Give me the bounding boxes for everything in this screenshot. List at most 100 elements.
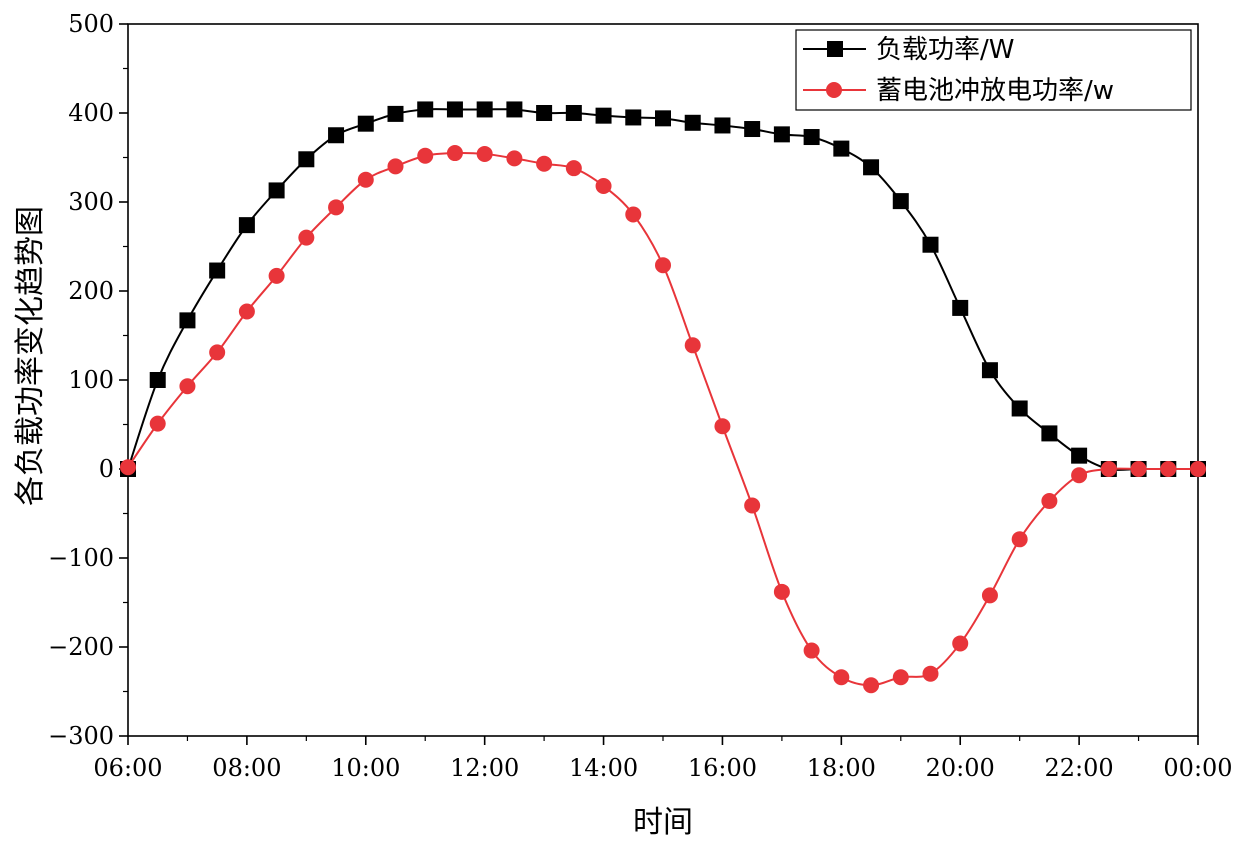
data-point [1071,467,1088,484]
data-point [714,117,731,134]
data-point [714,418,731,435]
data-point [595,107,612,124]
x-tick-label: 12:00 [450,754,519,782]
data-point [684,337,701,354]
y-tick-label: −200 [48,633,114,661]
data-point [1130,461,1147,477]
x-tick-label: 00:00 [1163,754,1232,782]
data-point [446,145,463,162]
data-point [209,344,226,361]
series-1 [120,145,1206,694]
x-tick-label: 22:00 [1045,754,1114,782]
data-point [387,105,404,122]
data-point [892,669,909,686]
data-point [268,267,285,284]
data-point [298,151,315,168]
y-tick-label: −300 [48,722,114,750]
legend-box [795,29,1192,111]
legend-label-battery-power: 蓄电池冲放电功率/w [876,76,1114,106]
y-tick-label: 200 [68,277,114,305]
data-point [238,303,255,320]
x-tick-label: 18:00 [807,754,876,782]
data-point [328,199,345,216]
legend-label-load-power: 负载功率/W [876,35,1014,65]
data-point [328,127,345,144]
y-axis: 500 400 300 200 100 0 −100 −200 −300 [48,10,128,750]
data-point [357,115,374,132]
x-tick-label: 16:00 [688,754,757,782]
data-point [1160,461,1177,477]
legend: 负载功率/W 蓄电池冲放电功率/w [795,29,1192,111]
data-point [1011,531,1028,548]
data-point [149,415,166,432]
data-point [565,160,582,177]
data-point [268,182,285,199]
data-point [1190,461,1206,477]
x-tick-label: 14:00 [569,754,638,782]
data-point [179,378,196,395]
legend-entry-load-power: 负载功率/W [803,35,1014,65]
y-tick-label: −100 [48,544,114,572]
x-axis-title: 时间 [633,805,693,840]
y-tick-label: 400 [68,99,114,127]
data-point [387,158,404,175]
x-tick-label: 20:00 [926,754,995,782]
data-point [446,101,463,118]
legend-entry-battery-power: 蓄电池冲放电功率/w [803,76,1114,106]
data-point [1041,425,1058,442]
legend-marker-load-power [827,41,843,57]
data-point [981,362,998,379]
data-point [238,217,255,234]
y-tick-label: 300 [68,188,114,216]
data-point [149,372,166,388]
data-point [773,583,790,600]
data-point [922,236,939,253]
data-point [1071,447,1088,464]
plot-area [127,23,1199,737]
data-point [506,101,523,118]
data-point [952,635,969,652]
data-point [357,171,374,188]
x-tick-label: 10:00 [331,754,400,782]
y-tick-label: 100 [68,366,114,394]
data-point [833,140,850,157]
data-point [179,312,196,329]
data-point [1011,400,1028,417]
y-axis-title: 各负载功率变化趋势图 [13,206,48,506]
y-tick-label: 500 [68,10,114,38]
data-point [417,147,434,164]
data-point [1100,461,1117,477]
data-point [536,105,553,121]
data-point [684,114,701,131]
x-tick-label: 06:00 [93,754,162,782]
data-point [209,262,226,279]
data-point [506,150,523,167]
data-point [417,101,434,118]
data-point [892,193,909,210]
data-point [863,677,880,694]
data-point [565,105,582,121]
data-point [744,121,761,138]
data-point [863,159,880,176]
data-point [655,257,671,274]
data-point [922,665,939,682]
data-point [298,229,315,246]
data-point [1041,493,1058,510]
data-point [536,155,553,172]
data-point [476,101,493,118]
x-tick-label: 08:00 [212,754,281,782]
data-point [952,299,969,316]
data-point [120,459,136,476]
y-tick-label: 0 [99,455,114,483]
x-axis: 06:00 08:00 10:00 12:00 14:00 16:00 18:00 20:00… [93,736,1233,782]
data-point [595,177,612,194]
data-point [625,206,642,223]
data-point [803,642,820,659]
series-layer [120,101,1206,694]
data-point [773,126,790,143]
data-point [981,587,998,604]
data-point [625,109,642,126]
data-point [476,145,493,162]
data-point [803,129,820,146]
